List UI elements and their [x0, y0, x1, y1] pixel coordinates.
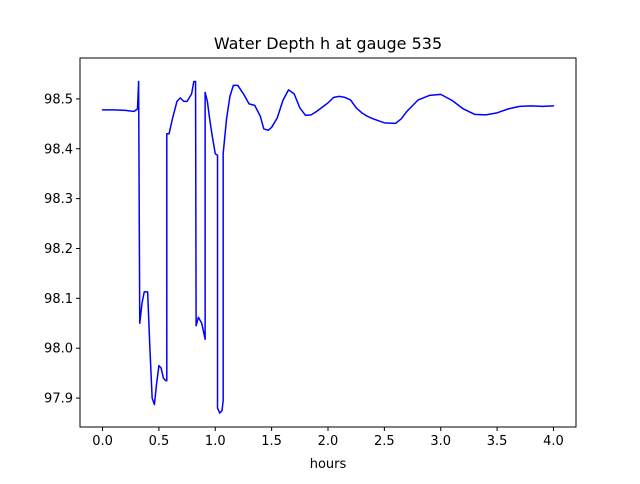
x-tick-label: 0.5 — [149, 434, 170, 449]
x-tick-label: 4.0 — [543, 434, 564, 449]
x-axis: 0.0 0.5 1.0 1.5 2.0 2.5 3.0 3.5 4.0 — [92, 427, 564, 449]
x-axis-label: hours — [310, 457, 347, 472]
x-tick-label: 1.0 — [205, 434, 226, 449]
y-tick-label: 98.1 — [44, 292, 73, 307]
series-layer — [101, 80, 555, 414]
x-tick-label: 3.0 — [430, 434, 451, 449]
x-tick-label: 3.5 — [487, 434, 508, 449]
y-tick-label: 98.5 — [44, 92, 73, 107]
plot-area-frame — [79, 57, 577, 428]
series-line-0 — [101, 80, 555, 414]
y-tick-label: 98.0 — [44, 342, 73, 357]
y-tick-label: 97.9 — [44, 392, 73, 407]
x-tick-label: 1.5 — [261, 434, 282, 449]
y-axis: 97.9 98.0 98.1 98.2 98.3 98.4 98.5 — [44, 92, 80, 407]
x-tick-label: 2.5 — [374, 434, 395, 449]
chart-title: Water Depth h at gauge 535 — [214, 34, 442, 53]
y-tick-label: 98.4 — [44, 142, 73, 157]
x-tick-label: 2.0 — [318, 434, 339, 449]
x-tick-label: 0.0 — [92, 434, 113, 449]
y-tick-label: 98.2 — [44, 242, 73, 257]
y-tick-label: 98.3 — [44, 192, 73, 207]
